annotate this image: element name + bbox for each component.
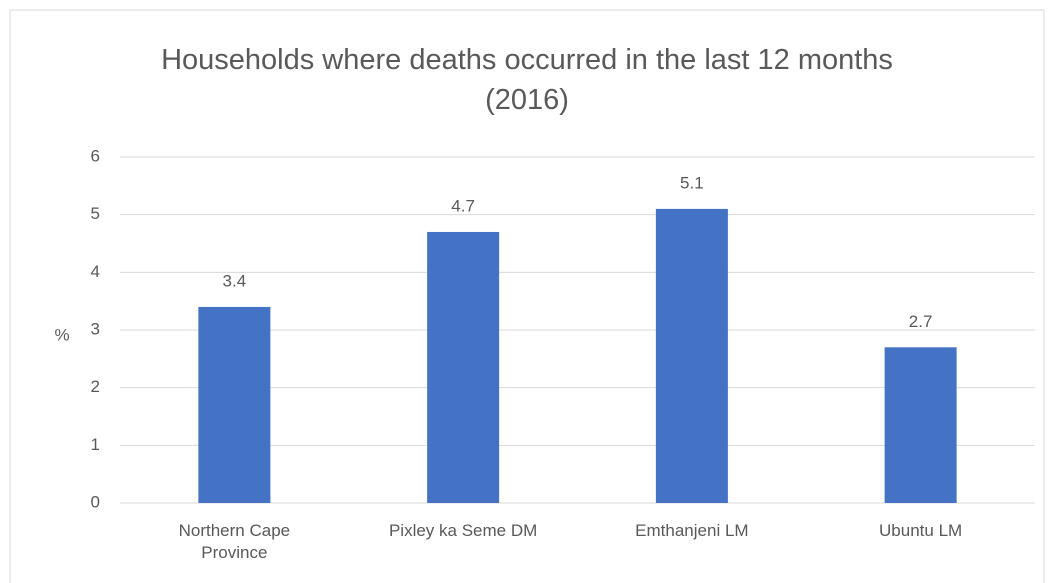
y-axis-label: %: [54, 325, 69, 344]
chart-title: Households where deaths occurred in the …: [161, 44, 893, 116]
y-tick-label: 3: [91, 319, 100, 338]
data-label: 2.7: [909, 312, 933, 331]
y-tick-label: 1: [91, 435, 100, 454]
y-tick-label: 0: [91, 492, 100, 511]
bar: [884, 347, 957, 503]
data-label: 3.4: [223, 271, 247, 290]
data-label: 5.1: [680, 173, 704, 192]
x-tick-label: Northern Cape Province: [178, 521, 291, 562]
bar: [427, 231, 500, 503]
x-tick-label: Emthanjeni LM: [635, 521, 749, 540]
x-tick-label: Ubuntu LM: [879, 521, 963, 540]
y-tick-label: 4: [91, 262, 100, 281]
chart-border: [9, 9, 1045, 583]
y-tick-label: 2: [91, 377, 100, 396]
y-tick-label: 5: [91, 204, 100, 223]
y-tick-label: 6: [91, 146, 100, 165]
bar: [655, 208, 728, 503]
bar: [198, 306, 271, 503]
x-tick-label: Pixley ka Seme DM: [388, 521, 538, 540]
data-label: 4.7: [451, 196, 475, 215]
